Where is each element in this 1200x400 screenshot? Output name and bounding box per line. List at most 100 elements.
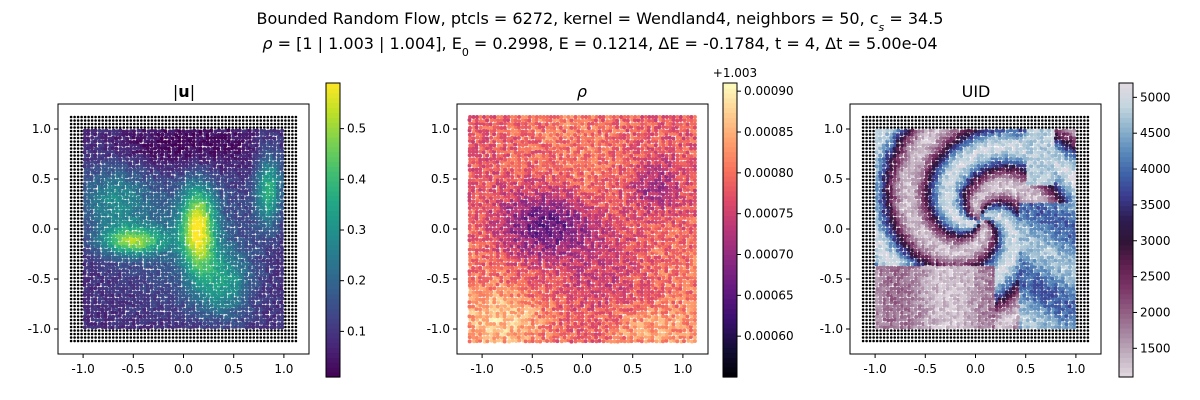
particle-point xyxy=(185,136,189,141)
particle-point xyxy=(181,146,185,151)
particle-point xyxy=(237,171,242,176)
particle-point xyxy=(287,203,291,206)
particle-point xyxy=(566,314,571,319)
particle-point xyxy=(115,332,118,336)
particle-point xyxy=(251,290,256,294)
particle-point xyxy=(251,304,256,309)
particle-point xyxy=(139,231,144,235)
particle-point xyxy=(206,122,210,126)
particle-point xyxy=(643,311,648,316)
particle-point xyxy=(142,143,147,148)
particle-point xyxy=(111,279,115,284)
particle-point xyxy=(146,311,150,315)
particle-point xyxy=(241,115,245,119)
particle-point xyxy=(132,297,137,302)
particle-point xyxy=(146,286,151,291)
particle-point xyxy=(188,192,193,197)
particle-point xyxy=(248,167,253,172)
particle-point xyxy=(294,262,298,266)
particle-point xyxy=(80,287,83,290)
particle-point xyxy=(241,248,245,252)
particle-point xyxy=(121,181,126,186)
particle-point xyxy=(122,339,126,343)
particle-point xyxy=(216,258,221,263)
particle-point xyxy=(223,223,228,227)
particle-point xyxy=(188,150,193,155)
particle-point xyxy=(506,325,511,330)
particle-point xyxy=(284,329,287,332)
particle-point xyxy=(191,304,196,308)
particle-point xyxy=(76,290,80,294)
particle-point xyxy=(284,297,287,301)
particle-point xyxy=(89,322,94,326)
particle-point xyxy=(262,241,266,246)
colorbar-segment xyxy=(326,87,340,94)
particle-point xyxy=(167,202,172,207)
particle-point xyxy=(220,226,224,231)
particle-point xyxy=(287,238,291,241)
particle-point xyxy=(276,167,281,172)
particle-point xyxy=(259,279,263,284)
particle-point xyxy=(195,314,200,319)
particle-point xyxy=(170,188,175,192)
particle-point xyxy=(528,308,533,312)
particle-point xyxy=(581,307,585,312)
particle-point xyxy=(216,254,221,259)
particle-point xyxy=(240,297,245,302)
particle-point xyxy=(89,276,94,281)
particle-point xyxy=(220,129,225,134)
particle-point xyxy=(224,248,228,252)
particle-point xyxy=(205,283,210,288)
particle-point xyxy=(185,251,190,256)
particle-point xyxy=(195,133,200,138)
particle-point xyxy=(276,293,281,298)
particle-point xyxy=(209,178,214,183)
particle-point xyxy=(210,126,213,129)
particle-point xyxy=(284,199,287,203)
particle-point xyxy=(125,161,130,165)
particle-point xyxy=(198,261,203,266)
particle-point xyxy=(294,255,298,259)
particle-point xyxy=(291,332,294,336)
particle-point xyxy=(69,147,73,150)
particle-point xyxy=(284,262,287,266)
particle-point xyxy=(202,240,207,245)
particle-point xyxy=(534,331,539,336)
particle-point xyxy=(174,164,179,169)
particle-point xyxy=(188,325,193,330)
particle-point xyxy=(160,195,165,200)
particle-point xyxy=(69,262,73,266)
particle-point xyxy=(287,266,291,269)
particle-point xyxy=(124,216,129,221)
particle-point xyxy=(181,233,186,238)
particle-point xyxy=(103,230,108,235)
particle-point xyxy=(159,156,164,161)
particle-point xyxy=(213,119,217,122)
particle-point xyxy=(192,150,197,154)
particle-point xyxy=(90,329,94,332)
particle-point xyxy=(238,119,241,122)
particle-point xyxy=(181,240,185,245)
particle-point xyxy=(167,216,172,221)
particle-point xyxy=(534,328,539,333)
particle-point xyxy=(103,248,108,253)
particle-point xyxy=(248,307,253,312)
particle-point xyxy=(205,140,210,144)
particle-point xyxy=(182,276,186,281)
particle-point xyxy=(294,238,298,241)
particle-point xyxy=(121,244,126,249)
particle-point xyxy=(115,126,118,129)
particle-point xyxy=(213,122,217,126)
particle-point xyxy=(277,336,280,339)
particle-point xyxy=(177,279,182,284)
particle-point xyxy=(195,254,200,259)
particle-point xyxy=(154,332,157,336)
particle-point xyxy=(69,171,73,175)
particle-point xyxy=(294,143,298,147)
particle-point xyxy=(213,296,218,301)
particle-point xyxy=(156,174,161,179)
particle-point xyxy=(188,205,193,210)
particle-point xyxy=(247,293,252,298)
particle-point xyxy=(188,254,193,259)
particle-point xyxy=(166,192,171,197)
